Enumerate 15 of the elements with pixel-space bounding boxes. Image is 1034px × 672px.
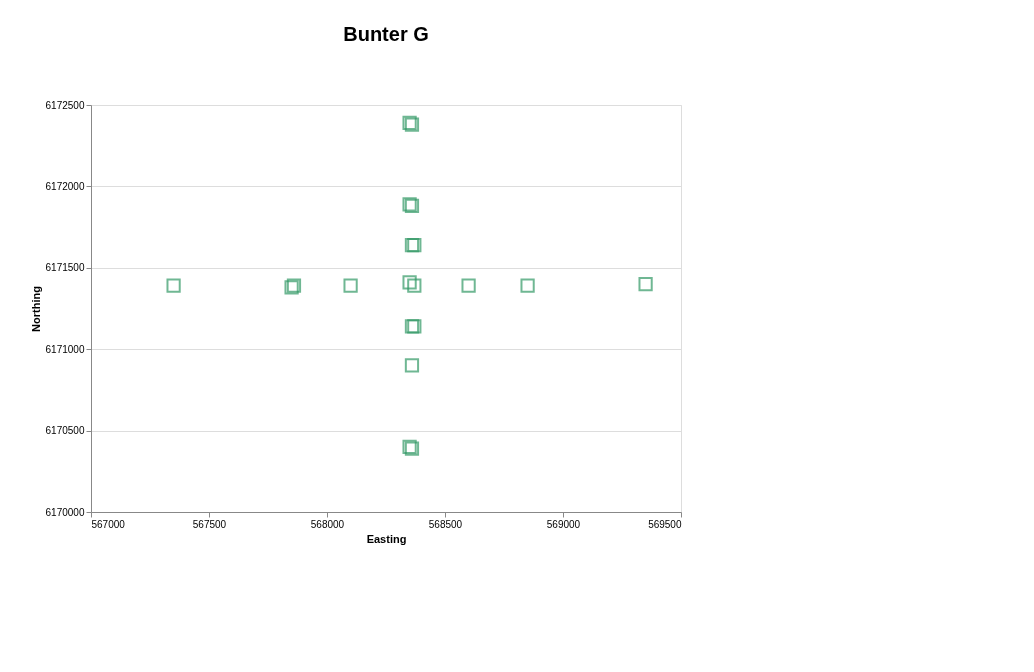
y-tick-label: 6171000 — [45, 343, 85, 355]
x-axis-title: Easting — [366, 532, 407, 545]
x-tick-label: 567000 — [91, 518, 126, 530]
y-tick-label: 6172000 — [45, 180, 85, 192]
y-tick-label: 6170500 — [45, 425, 85, 437]
x-tick-label: 569000 — [546, 518, 581, 530]
x-tick-label: 568500 — [428, 518, 463, 530]
chart-title: Bunter G — [343, 23, 429, 45]
y-axis-title: Northing — [29, 286, 42, 332]
y-tick-label: 6170000 — [45, 506, 85, 518]
y-tick-label: 6171500 — [45, 262, 85, 274]
y-tick-label: 6172500 — [45, 99, 85, 111]
x-tick-label: 569500 — [648, 518, 682, 530]
x-tick-label: 567500 — [192, 518, 227, 530]
x-tick-label: 568000 — [310, 518, 345, 530]
